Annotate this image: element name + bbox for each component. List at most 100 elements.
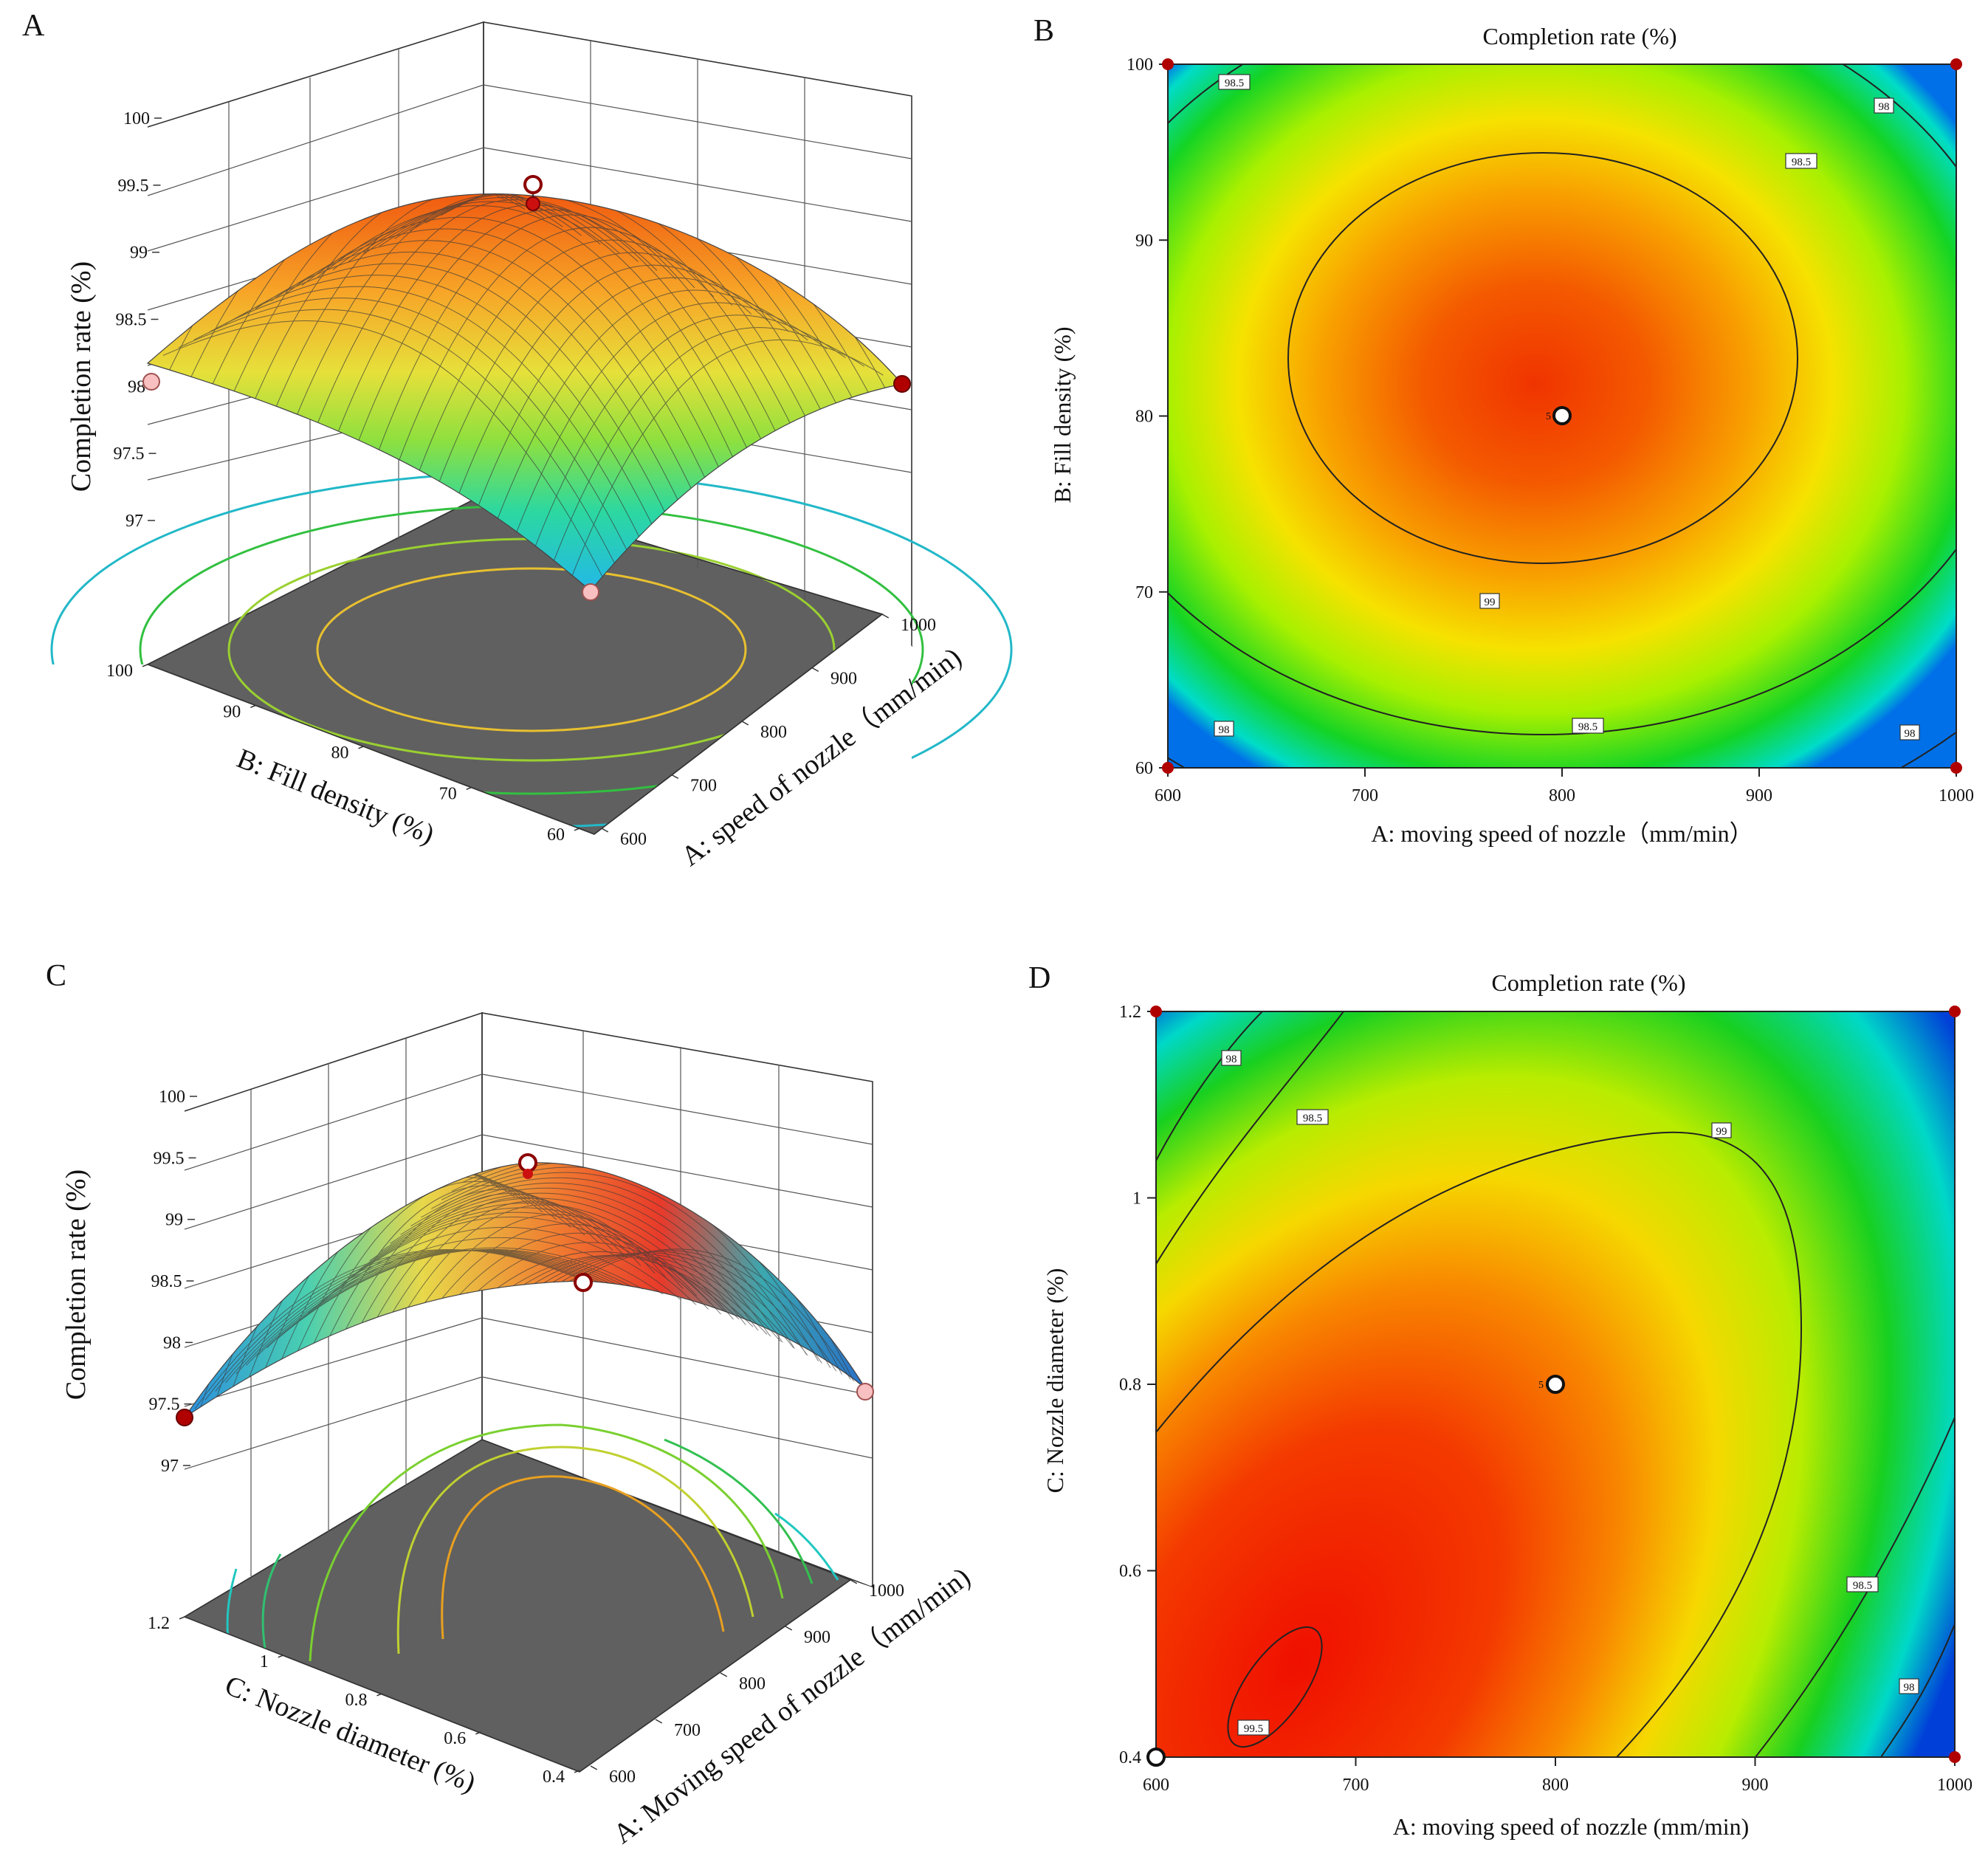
panel-c-surface [184, 1162, 866, 1418]
contour-label: 98 [1219, 724, 1230, 736]
panel-b-corner-bl [1162, 762, 1174, 774]
contour-label-box [1874, 97, 1894, 114]
y-ticks-label: 1 [260, 1652, 269, 1671]
panel-a-markers [142, 175, 911, 601]
panel-c-point-pink-right [856, 1383, 874, 1401]
surface-mesh-line [286, 228, 719, 506]
panel-a-letter: A [22, 9, 45, 43]
panel-d-corner-br [1949, 1751, 1961, 1763]
panel-b-corner-tr [1950, 58, 1962, 70]
surface-mesh-line [312, 1185, 599, 1374]
panel-d-center-label: 5 [1538, 1380, 1544, 1391]
surface-mesh-line [359, 1203, 755, 1347]
y-ticks-mark [376, 1693, 382, 1697]
z-tick-label: 97.5 [114, 444, 145, 464]
panel-c-point-center-surface [523, 1169, 533, 1179]
panel-c-x-ticks: 600 700 800 900 1000 [590, 1579, 904, 1787]
surface-mesh-line [188, 193, 526, 385]
contour-label: 98 [1879, 101, 1890, 113]
surface-mesh-line [317, 1226, 715, 1331]
y-ticks-mark [278, 1654, 284, 1658]
panel-d-ylabel: C: Nozzle diameter (%) [1042, 1268, 1068, 1494]
surface-mesh-line [489, 289, 808, 540]
y-ticks-mark [466, 786, 472, 790]
surface-mesh-line [215, 1249, 614, 1392]
contour-label-box [1237, 1719, 1270, 1736]
panel-d-contour-98-b [1880, 1623, 1955, 1757]
panel-a-x-ticks: 600 700 800 900 1000 [601, 614, 936, 849]
panel-b-corner-tl [1162, 58, 1174, 70]
surface-mesh-line [332, 201, 761, 478]
panel-d-contour-lines [1156, 1011, 1955, 1757]
surface-mesh-line [512, 1253, 796, 1350]
panel-c-contour-1 [441, 1475, 725, 1640]
surface-mesh-line [441, 193, 860, 413]
contour-label: 98.5 [1225, 78, 1244, 89]
surface-mesh-line [363, 193, 790, 460]
y-ticks-label: 0.8 [345, 1691, 368, 1710]
contour-label-box [1899, 724, 1920, 740]
z-tick-label: 100 [123, 109, 150, 128]
x-ticks-label: 900 [830, 670, 857, 689]
panel-b-contour-labels: 98.5 98 98.5 99 98 98.5 98 [1214, 74, 1920, 740]
panel-a-floor-front [147, 614, 883, 835]
surface-mesh-line [421, 1172, 816, 1370]
y-ticks-mark [574, 1770, 580, 1773]
x-ticks-mark [601, 828, 609, 833]
surface-mesh-line [193, 298, 633, 563]
z-tick-label: 98.5 [116, 311, 147, 330]
y-tick-label: 1.2 [1119, 1003, 1141, 1022]
x-ticks-label: 1000 [901, 616, 936, 635]
panel-a-z-ticks: 97 97.5 98 98.5 99 99.5 100 [114, 109, 162, 531]
contour-label-box [1296, 1109, 1329, 1125]
y-tick-label: 100 [1127, 55, 1153, 75]
y-ticks-mark [358, 746, 364, 749]
x-ticks-label: 900 [804, 1628, 830, 1647]
z-tick-label: 99 [130, 244, 148, 263]
surface-mesh-line [317, 205, 747, 488]
panel-d-contour-99 [1156, 1131, 1803, 1757]
x-ticks-mark [850, 1579, 858, 1584]
contour-label: 98 [1905, 728, 1916, 740]
surface-mesh-line [328, 205, 658, 457]
contour-label: 99 [1716, 1126, 1727, 1138]
panel-a-point-center-surface [526, 196, 540, 211]
panel-d: D Completion rate (%) 98 98.5 99 98.5 98 99.5… [1028, 961, 1972, 1840]
z-tick-label: 98 [128, 377, 145, 396]
x-ticks-mark [720, 1672, 728, 1677]
panel-d-ticks: 600 700 800 900 1000 0.4 0.6 0.8 1 1.2 [1119, 1003, 1972, 1795]
panel-a: A [0, 9, 1013, 886]
panel-a-zlabel: Completion rate (%) [66, 261, 97, 492]
contour-label: 98 [1226, 1054, 1237, 1065]
panel-d-contour-99-5 [1227, 1626, 1323, 1748]
surface-mesh-line [369, 1197, 765, 1350]
contour-label: 98 [1904, 1682, 1915, 1694]
z-tick-label: 97 [161, 1457, 179, 1476]
surface-mesh-line [390, 1187, 785, 1358]
surface-mesh-line [526, 1252, 810, 1358]
surface-mesh-line [340, 1193, 627, 1364]
panel-c-point-front [574, 1273, 593, 1292]
x-ticks-label: 700 [674, 1721, 701, 1740]
panel-b-title: Completion rate (%) [1482, 23, 1676, 49]
x-tick-label: 900 [1746, 786, 1772, 805]
y-ticks-label: 90 [223, 703, 241, 722]
panel-c-grid [184, 1031, 873, 1576]
panel-d-contour-labels: 98 98.5 99 98.5 98 99.5 [1221, 1050, 1919, 1736]
x-ticks-mark [881, 614, 890, 619]
z-tick-label: 99 [165, 1211, 183, 1230]
surface-mesh-line [540, 1251, 824, 1366]
z-tick-label: 99.5 [118, 176, 149, 196]
surface-mesh-line [509, 302, 828, 550]
y-tick-label: 0.6 [1119, 1562, 1141, 1581]
y-tick-label: 80 [1135, 408, 1153, 427]
panel-a-y-ticks: 60 70 80 90 100 [106, 662, 580, 845]
surface-mesh-line [288, 194, 620, 436]
panel-c-point-center [518, 1153, 537, 1172]
y-tick-label: 90 [1135, 231, 1153, 250]
panel-c-zlabel: Completion rate (%) [61, 1169, 92, 1400]
contour-label-box [1221, 1050, 1242, 1066]
surface-mesh-line [194, 1248, 594, 1409]
contour-label-box [1572, 718, 1604, 734]
